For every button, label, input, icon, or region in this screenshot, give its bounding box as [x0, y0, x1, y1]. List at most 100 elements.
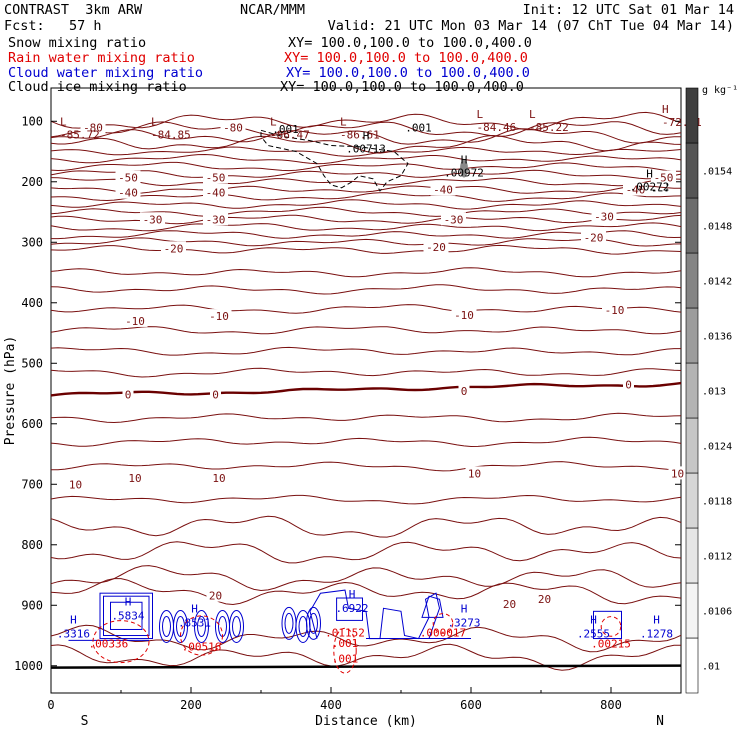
isotherm-label: 0 — [625, 378, 632, 391]
isotherm-line — [51, 461, 682, 472]
colorbar-segment — [685, 362, 699, 419]
rain-water-max-value: .00516 — [182, 641, 222, 654]
isotherm-label: -10 — [209, 310, 229, 323]
isotherm-label-bg — [430, 182, 456, 196]
y-tick-label: 800 — [21, 538, 43, 552]
y-tick-label: 200 — [21, 175, 43, 189]
isotherm-label: 10 — [671, 467, 684, 480]
isotherm-label-bg — [451, 307, 477, 321]
isotherm-line — [50, 436, 682, 448]
cloud-water-max-value: .3316 — [57, 627, 90, 640]
cloud-ice-max-value: .00713 — [346, 142, 386, 155]
colorbar-tick-label: .013 — [702, 387, 726, 398]
isotherm-label-bg — [203, 185, 228, 199]
rain-water-contour — [92, 620, 150, 664]
cloud-water-max-value: .2555 — [577, 627, 610, 640]
isotherm-line — [50, 177, 682, 187]
x-axis-label: Distance (km) — [315, 714, 417, 729]
x-tick-label: 0 — [47, 698, 54, 712]
isotherm-label-bg — [122, 313, 148, 327]
cloud-water-max-marker: H — [653, 613, 660, 626]
cloud-water-contour — [162, 615, 171, 637]
isotherm-line — [50, 134, 682, 154]
temperature-extremum-value: -84.85 — [151, 128, 191, 141]
isotherm-label: -30 — [444, 213, 464, 226]
isotherm-label: -30 — [206, 213, 226, 226]
y-tick-label: 1000 — [14, 659, 43, 673]
cloud-water-contour — [176, 615, 185, 637]
terrain-line — [50, 664, 682, 669]
isotherm-label: -10 — [605, 304, 625, 317]
cloud-water-contour — [306, 606, 321, 640]
cloud-ice-max-marker: H — [646, 168, 653, 181]
colorbar-segment — [685, 472, 699, 529]
colorbar-tick-label: .0136 — [702, 332, 732, 343]
rain-water-max-value: .00336 — [89, 637, 129, 650]
isotherm-line — [50, 515, 682, 538]
colorbar-segment — [685, 417, 699, 474]
temperature-extremum-marker: L — [270, 115, 277, 128]
field-rain-name: Rain water mixing ratio — [8, 50, 195, 66]
rain-water-contour-label: .001 — [332, 637, 359, 650]
isotherm-label-bg — [465, 466, 484, 480]
colorbar-segment — [685, 527, 699, 584]
cloud-water-contour — [336, 597, 364, 621]
isotherm-line — [50, 199, 682, 210]
isotherm-label: 20 — [209, 590, 222, 603]
colorbar-tick-label: .0142 — [702, 277, 732, 288]
rain-water-contour — [432, 613, 454, 634]
isotherm-line — [50, 284, 682, 295]
x-tick-label: 400 — [320, 698, 342, 712]
isotherm-label: -40 — [206, 187, 226, 200]
isotherm-line — [50, 237, 682, 247]
cloud-water-contour — [110, 601, 143, 630]
cloud-water-max-value: .5834 — [111, 609, 144, 622]
isotherm-label: -20 — [426, 241, 446, 254]
colorbar-tick-label: .0106 — [702, 607, 732, 618]
field-cloud-water-name: Cloud water mixing ratio — [8, 65, 204, 81]
y-tick-label: 600 — [21, 417, 43, 431]
init-time: Init: 12 UTC Sat 01 Mar 14 — [522, 2, 734, 18]
colorbar-tick-label: .0124 — [702, 442, 732, 453]
cloud-water-max-marker: H — [349, 588, 356, 601]
isotherm-line — [50, 565, 682, 592]
y-tick-label: 700 — [21, 477, 43, 491]
isotherm-label: 10 — [468, 467, 481, 480]
cloud-water-max-marker: H — [70, 613, 77, 626]
isotherm-line — [50, 161, 682, 172]
isotherm-label-bg — [161, 241, 186, 255]
cloud-water-contour — [281, 606, 297, 640]
isotherm-label: 10 — [69, 478, 82, 491]
isotherm-line — [50, 146, 682, 157]
isotherm-line — [50, 128, 682, 145]
cloud-water-contour — [103, 595, 150, 637]
isotherm-label-bg — [581, 230, 606, 244]
x-tick-label: 200 — [180, 698, 202, 712]
cloud-ice-max-marker: H — [461, 154, 468, 167]
cloud-water-contour — [232, 615, 241, 637]
isotherm-label: -20 — [584, 231, 604, 244]
isotherm-line — [50, 326, 682, 335]
colorbar-segment — [685, 637, 699, 694]
colorbar-unit-label: g kg⁻¹ — [702, 85, 738, 96]
rain-water-max-value: .00215 — [591, 637, 631, 650]
isotherm-label: 20 — [503, 598, 516, 611]
rain-water-max-value: .01152 — [325, 627, 365, 640]
isotherm-label: -50 — [118, 172, 138, 185]
cloud-water-max-marker: H — [590, 613, 597, 626]
isotherm-label-bg — [203, 170, 228, 184]
isotherm-label-bg — [220, 120, 246, 134]
field-cloud-water-xy: XY= 100.0,100.0 to 100.0,400.0 — [286, 65, 530, 81]
isotherm-label-bg — [206, 309, 232, 323]
cloud-water-contour — [284, 612, 294, 634]
isotherm-label-bg — [602, 303, 627, 317]
cloud-water-max-marker: H — [191, 603, 198, 616]
cloud-ice-max-value: .00272 — [630, 181, 670, 194]
cloud-water-contour — [194, 609, 209, 643]
temperature-extremum-marker: L — [340, 115, 347, 128]
isotherm-line — [50, 494, 682, 505]
isotherm-label-bg — [623, 377, 634, 391]
colorbar-segment — [685, 87, 699, 144]
cloud-water-max-marker: H — [125, 595, 132, 608]
isotherm-line — [50, 412, 682, 424]
